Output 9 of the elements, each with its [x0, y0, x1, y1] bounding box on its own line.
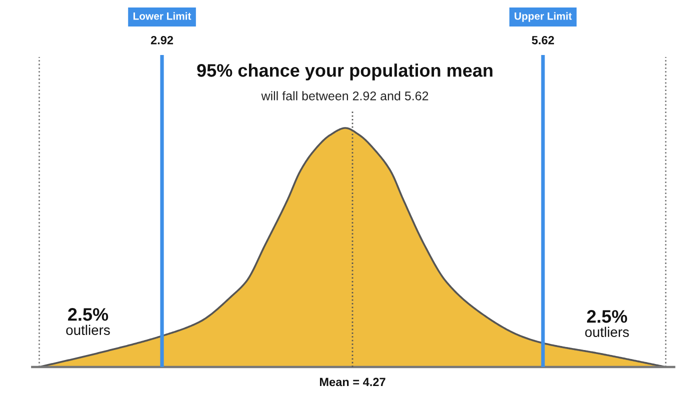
- x-tick-label: 5.62: [532, 36, 554, 44]
- annotation: 2.5% outliers: [585, 310, 629, 338]
- annotation: 2.5% outliers: [66, 308, 110, 336]
- ref-line-label: Mean = 4.27: [320, 378, 386, 386]
- chart-title: 95% chance your population mean: [197, 64, 492, 80]
- chart-subtitle: will fall between 2.92 and 5.62: [261, 91, 428, 100]
- text: Lower Limit: [133, 12, 192, 20]
- x-tick-label: 2.92: [150, 36, 174, 44]
- text: Upper Limit: [514, 12, 572, 22]
